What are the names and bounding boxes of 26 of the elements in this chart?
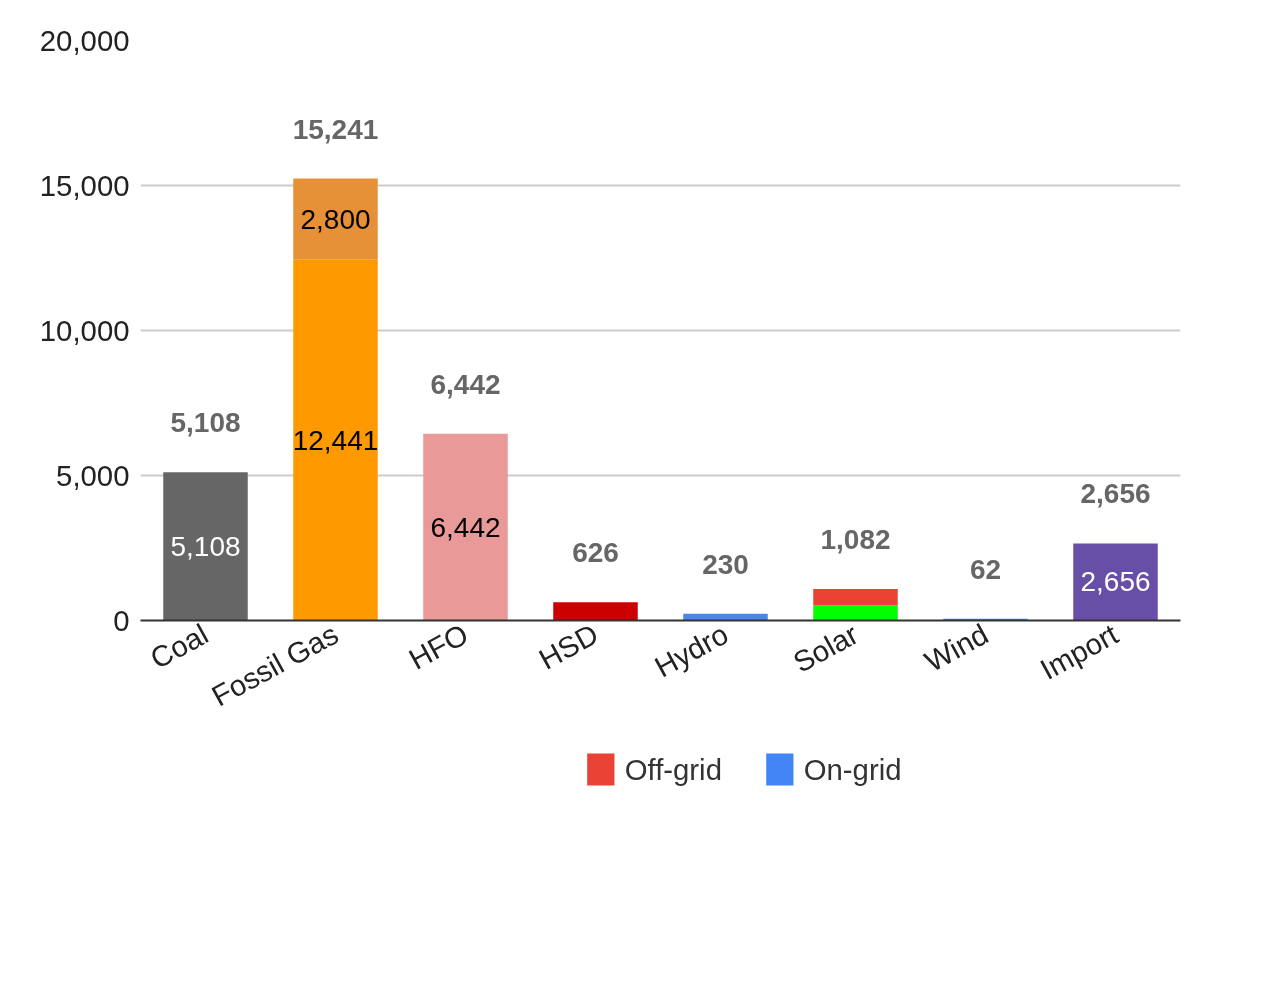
x-tick-label: HSD (533, 617, 604, 676)
data-label: 12,441 (292, 424, 379, 456)
x-tick-label: HFO (403, 617, 474, 676)
y-tick-label: 0 (113, 603, 130, 637)
y-tick-label: 10,000 (39, 313, 130, 347)
y-tick-label: 15,000 (39, 168, 130, 202)
data-label: 2,800 (300, 203, 371, 235)
x-tick-label: Solar (787, 616, 864, 679)
data-label: 5,108 (170, 530, 241, 562)
total-label: 6,442 (430, 368, 501, 400)
y-tick-label: 20,000 (39, 23, 130, 57)
total-label: 5,108 (170, 407, 241, 439)
data-label: 2,656 (1080, 566, 1151, 598)
total-label: 15,241 (292, 113, 379, 145)
y-tick-label: 5,000 (56, 458, 130, 492)
legend-label: Off-grid (624, 753, 722, 786)
total-label: 1,082 (820, 524, 891, 556)
total-label: 230 (702, 548, 749, 580)
x-tick-label: Hydro (648, 617, 734, 684)
legend-label: On-grid (803, 753, 902, 786)
x-tick-label: Wind (918, 617, 994, 679)
x-tick-label: Coal (144, 617, 214, 675)
total-label: 2,656 (1080, 478, 1151, 510)
total-label: 626 (572, 537, 619, 569)
total-label: 62 (969, 553, 1002, 585)
data-label: 6,442 (430, 511, 501, 543)
